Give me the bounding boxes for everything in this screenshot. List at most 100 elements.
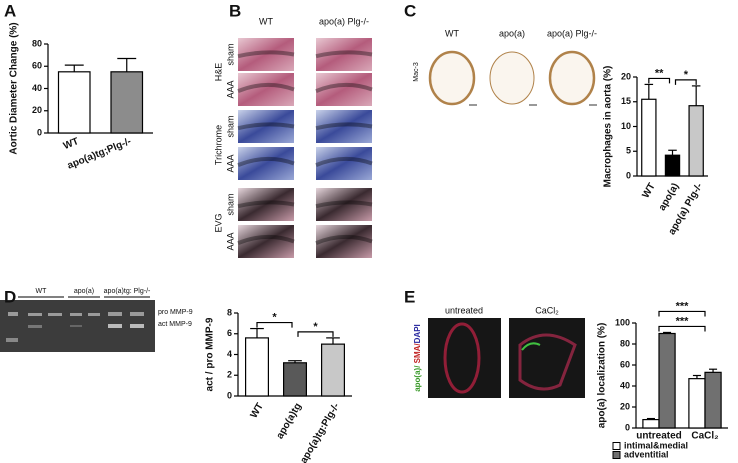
significance-bracket: [658, 325, 706, 332]
histology-image: [238, 38, 294, 71]
bar: [688, 105, 704, 177]
stain-part: DAPI: [413, 324, 422, 343]
y-tick-label: 8: [227, 307, 232, 317]
x-tick-label: apo(a)tg: [275, 401, 304, 441]
histology-image: [238, 73, 294, 106]
significance-label: *: [313, 321, 318, 333]
tissue-band: [237, 156, 295, 168]
bar: [245, 337, 270, 397]
histology-image: [316, 38, 372, 71]
y-tick-label: 40: [620, 380, 630, 390]
y-tick-label: 5: [626, 146, 631, 156]
column-label: CaCl₂: [535, 305, 559, 315]
histology-image: [316, 110, 372, 143]
bar: [57, 71, 91, 134]
bar: [664, 154, 681, 177]
immuno-image: [428, 318, 501, 398]
bar: [658, 332, 676, 429]
x-tick-label: WT: [249, 401, 266, 420]
column-label: apo(a) Plg-/-: [319, 16, 369, 26]
y-axis-label: Macrophages in aorta (%): [603, 66, 614, 188]
stain-part: apo(a)/: [413, 363, 422, 391]
bar: [641, 98, 657, 177]
legend-swatch: [612, 442, 621, 450]
column-label: apo(a) Plg-/-: [547, 28, 597, 38]
x-tick-label: untreated: [636, 431, 682, 442]
significance-bracket: [658, 310, 706, 317]
y-tick-label: 15: [621, 96, 631, 106]
y-tick-label: 80: [32, 38, 42, 48]
y-tick-label: 100: [615, 317, 630, 327]
stain-label: apo(a)/ SMA/DAPI: [413, 324, 422, 392]
significance-bracket: [256, 321, 293, 328]
tissue-band: [237, 122, 295, 131]
y-tick-label: 40: [32, 83, 42, 93]
histology-image: [238, 188, 294, 221]
significance-label: ***: [676, 300, 690, 312]
y-tick-label: 0: [37, 127, 42, 137]
significance-label: **: [655, 67, 664, 79]
y-axis-label: apo(a) localization (%): [597, 323, 608, 429]
histology-image: [316, 73, 372, 106]
y-tick-label: 0: [227, 390, 232, 400]
histology-image: [316, 147, 372, 180]
row-label: AAA: [225, 80, 235, 98]
bar: [283, 362, 308, 397]
histology-image: [238, 110, 294, 143]
tissue-band: [315, 234, 373, 246]
significance-bracket: [648, 77, 671, 84]
tissue-band: [315, 200, 373, 209]
legend-label: intimal&medial: [624, 440, 688, 450]
bar: [110, 71, 144, 134]
stain-label: Trichrome: [213, 125, 223, 165]
panel-letter: E: [404, 287, 415, 306]
panel-letter: D: [4, 287, 16, 306]
tissue-band: [315, 156, 373, 168]
y-tick-label: 4: [227, 349, 232, 359]
column-label: WT: [445, 28, 459, 38]
bar: [642, 419, 660, 429]
band-label: act MMP-9: [158, 321, 192, 328]
y-tick-label: 80: [620, 338, 630, 348]
tissue-band: [315, 50, 373, 59]
panel-letter: B: [229, 1, 241, 20]
y-tick-label: 60: [32, 61, 42, 71]
histology-image: [238, 225, 294, 258]
row-label: sham: [225, 43, 235, 65]
significance-bracket: [297, 331, 334, 337]
bar: [688, 378, 706, 429]
row-label: sham: [225, 193, 235, 215]
mac3-image: [428, 50, 476, 106]
band-label: pro MMP-9: [158, 309, 193, 316]
x-tick-label: apo(a)tg:Plg-/-: [298, 401, 341, 463]
tissue-band: [237, 82, 295, 94]
y-tick-label: 20: [621, 71, 631, 81]
y-axis-label: Aortic Diameter Change (%): [9, 22, 20, 154]
column-label: WT: [259, 16, 273, 26]
column-label: apo(a): [499, 28, 525, 38]
x-tick-label: apo(a): [657, 181, 682, 212]
y-axis-label: act / pro MMP-9: [205, 317, 216, 391]
lane-label: apo(a)tg: Plg-/-: [104, 288, 151, 295]
y-tick-label: 20: [620, 401, 630, 411]
y-tick-label: 0: [626, 170, 631, 180]
row-label: AAA: [225, 232, 235, 250]
x-tick-label: WT: [640, 181, 657, 200]
row-label: AAA: [225, 154, 235, 172]
y-tick-label: 10: [621, 121, 631, 131]
histology-image: [316, 225, 372, 258]
x-tick-label: WT: [62, 136, 81, 152]
legend-label: adventitial: [624, 449, 669, 459]
x-tick-label: CaCl₂: [691, 431, 718, 442]
y-tick-label: 2: [227, 370, 232, 380]
tissue-band: [315, 122, 373, 131]
y-tick-label: 0: [625, 422, 630, 432]
stain-label: EVG: [213, 213, 223, 232]
bar: [321, 343, 346, 397]
blot-bands: [6, 312, 144, 342]
stain-part: SMA/: [413, 343, 422, 364]
stain-label: H&E: [213, 63, 223, 82]
lane-label: WT: [36, 288, 48, 295]
significance-bracket: [674, 79, 697, 85]
